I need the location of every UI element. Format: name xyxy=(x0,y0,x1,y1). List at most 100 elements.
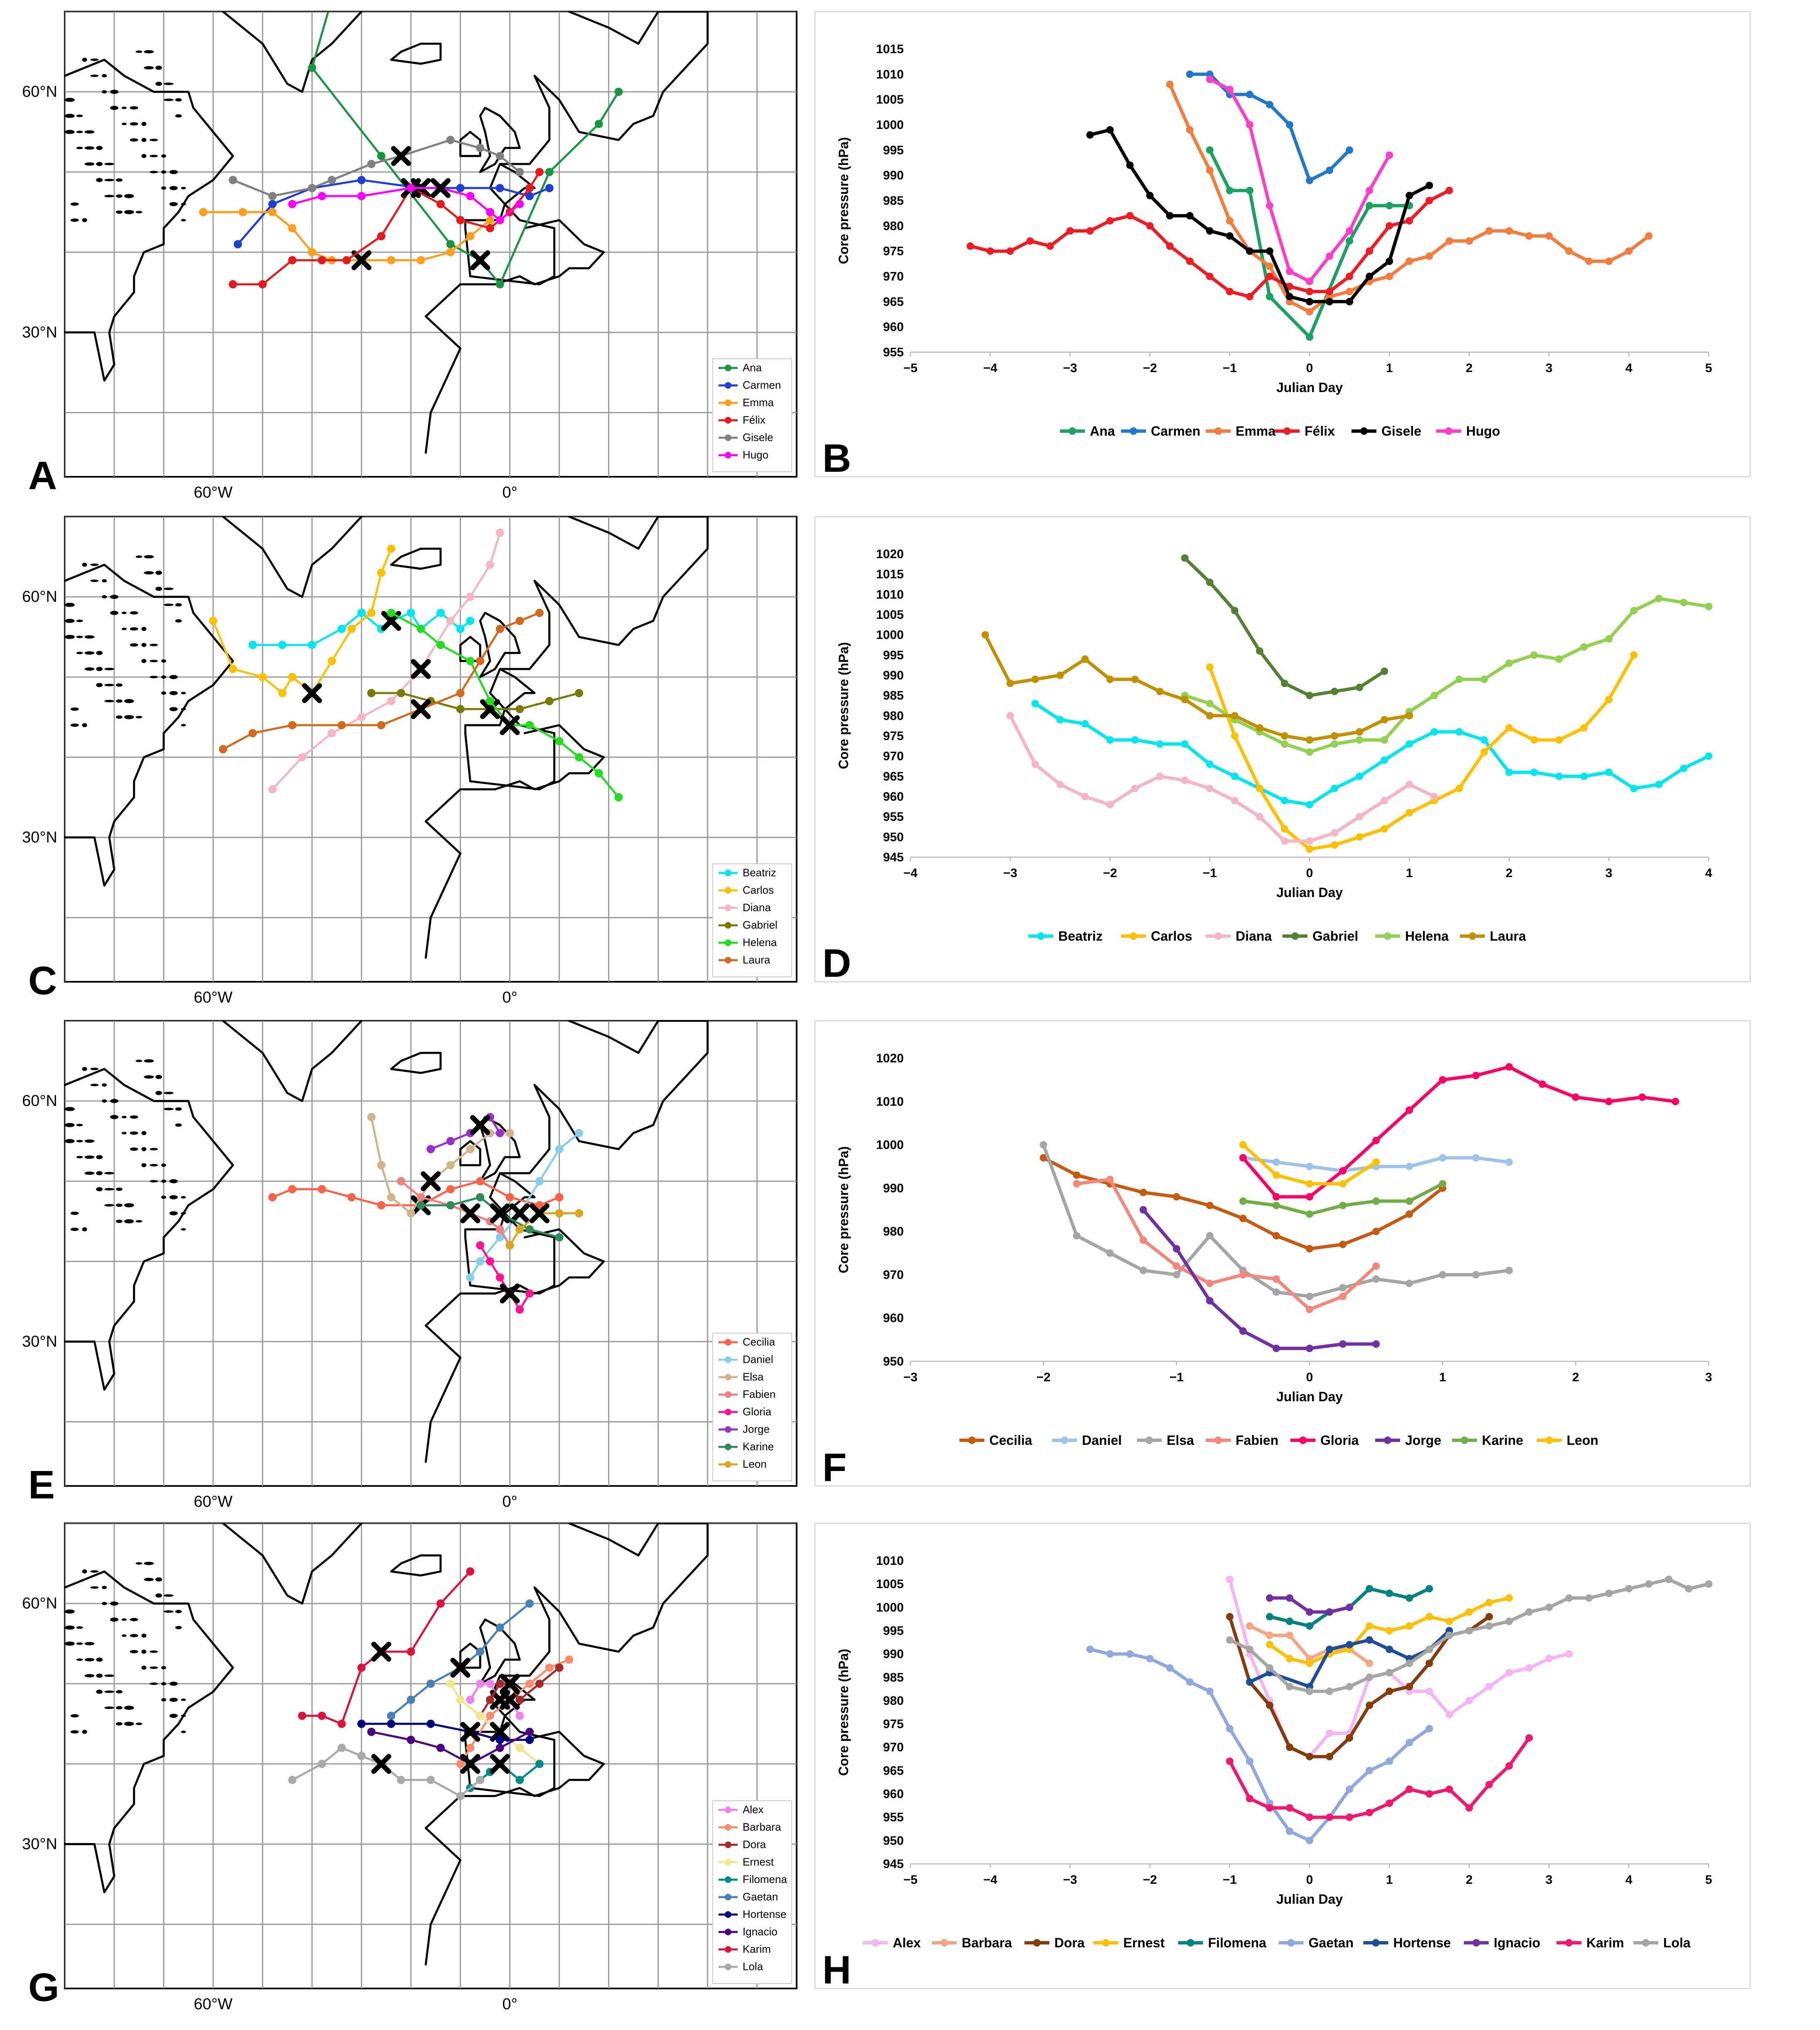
latitude-label: 60°N xyxy=(22,588,57,606)
data-point xyxy=(1306,1162,1313,1170)
data-point xyxy=(1366,202,1374,210)
data-point xyxy=(1206,1687,1214,1695)
map-legend-swatch-dot xyxy=(725,1824,731,1831)
track-point xyxy=(525,184,534,192)
lake-island-mark xyxy=(124,699,134,704)
lake-island-mark xyxy=(76,1658,83,1661)
track-point xyxy=(357,713,366,721)
data-point xyxy=(1525,232,1533,240)
track-point xyxy=(515,1225,524,1234)
map-content xyxy=(65,517,797,982)
data-point xyxy=(1172,1271,1180,1279)
x-tick-label: 0 xyxy=(1306,866,1313,880)
series-gaetan xyxy=(1086,1645,1433,1844)
y-tick-label: 1020 xyxy=(876,547,904,561)
data-point xyxy=(1056,716,1064,724)
coastline xyxy=(65,59,234,382)
data-point xyxy=(1139,1267,1147,1274)
lake-island-mark xyxy=(161,154,167,158)
lake-island-mark xyxy=(175,1123,182,1127)
minimum-pressure-marker xyxy=(460,1203,481,1223)
legend-label: Elsa xyxy=(1167,1433,1194,1448)
x-axis-title: Julian Day xyxy=(1276,380,1343,395)
legend-swatch-dot xyxy=(1130,427,1137,435)
map-track-leon xyxy=(505,1203,584,1250)
data-point xyxy=(1405,217,1413,225)
lake-island-mark xyxy=(161,691,167,695)
series-laura xyxy=(981,631,1413,744)
track-point xyxy=(308,640,316,649)
data-point xyxy=(1530,768,1538,776)
x-axis-title: Julian Day xyxy=(1276,1389,1343,1404)
legend-swatch-dot xyxy=(1372,1939,1380,1947)
data-point xyxy=(1246,1622,1253,1630)
legend-swatch-dot xyxy=(1384,932,1391,940)
legend-swatch-dot xyxy=(1384,1437,1391,1444)
lake-island-mark xyxy=(90,74,99,77)
lake-island-mark xyxy=(181,724,186,727)
track-point xyxy=(456,1695,465,1704)
data-point xyxy=(1246,91,1253,98)
track-point xyxy=(407,1647,415,1656)
data-point xyxy=(1285,1827,1293,1835)
data-point xyxy=(1372,1197,1380,1205)
track-point xyxy=(436,1743,445,1752)
coastline xyxy=(390,1554,442,1576)
lake-island-mark xyxy=(110,610,119,615)
lake-island-mark xyxy=(169,1195,178,1199)
track-point xyxy=(456,1792,465,1800)
data-point xyxy=(1630,651,1638,659)
track-point xyxy=(318,1711,326,1720)
lake-island-mark xyxy=(135,1220,142,1223)
data-point xyxy=(1086,1645,1094,1653)
data-point xyxy=(1372,1228,1380,1236)
track-point xyxy=(486,1711,494,1720)
data-point xyxy=(986,247,994,255)
panel-letter: B xyxy=(822,436,851,481)
series-gabriel xyxy=(1181,554,1388,699)
data-point xyxy=(1545,1603,1553,1611)
track-point xyxy=(466,617,475,625)
data-point xyxy=(1006,247,1014,255)
legend-swatch-dot xyxy=(1037,932,1045,940)
coastline xyxy=(479,612,521,678)
lake-island-mark xyxy=(155,586,162,591)
lake-island-mark xyxy=(104,684,115,686)
y-tick-label: 970 xyxy=(883,1268,904,1282)
lake-island-mark xyxy=(150,1164,158,1167)
legend-swatch-dot xyxy=(1461,1437,1468,1444)
lake-island-mark xyxy=(90,1570,99,1573)
lake-island-mark xyxy=(121,1116,127,1118)
data-point xyxy=(1126,212,1134,220)
data-point xyxy=(1386,222,1393,230)
data-point xyxy=(1485,1613,1493,1621)
legend-label: Barbara xyxy=(962,1935,1012,1950)
track-point xyxy=(456,216,465,225)
data-point xyxy=(1381,825,1388,833)
data-point xyxy=(1339,1201,1347,1209)
lake-island-mark xyxy=(144,555,154,559)
track-point xyxy=(436,1599,445,1608)
data-point xyxy=(1366,1701,1374,1709)
lake-island-mark xyxy=(155,1075,162,1079)
track-point xyxy=(427,1719,435,1728)
data-point xyxy=(1081,720,1089,728)
x-tick-label: 3 xyxy=(1705,1370,1712,1384)
track-point xyxy=(486,208,494,216)
x-tick-label: 0 xyxy=(1306,1370,1313,1384)
track-point xyxy=(218,745,227,753)
map-legend-swatch-dot xyxy=(725,1374,731,1380)
data-point xyxy=(1665,1575,1673,1583)
data-point xyxy=(1246,1645,1253,1653)
track-point xyxy=(337,625,346,633)
lake-island-mark xyxy=(169,186,178,190)
data-point xyxy=(1006,712,1014,720)
track-point xyxy=(228,280,237,289)
coastline xyxy=(390,1052,442,1074)
data-point xyxy=(1505,1669,1513,1677)
lake-island-mark xyxy=(121,611,127,614)
lake-island-mark xyxy=(84,1674,95,1677)
data-point xyxy=(1381,736,1388,744)
data-point xyxy=(1326,1729,1334,1737)
legend-swatch-dot xyxy=(1061,1437,1068,1444)
